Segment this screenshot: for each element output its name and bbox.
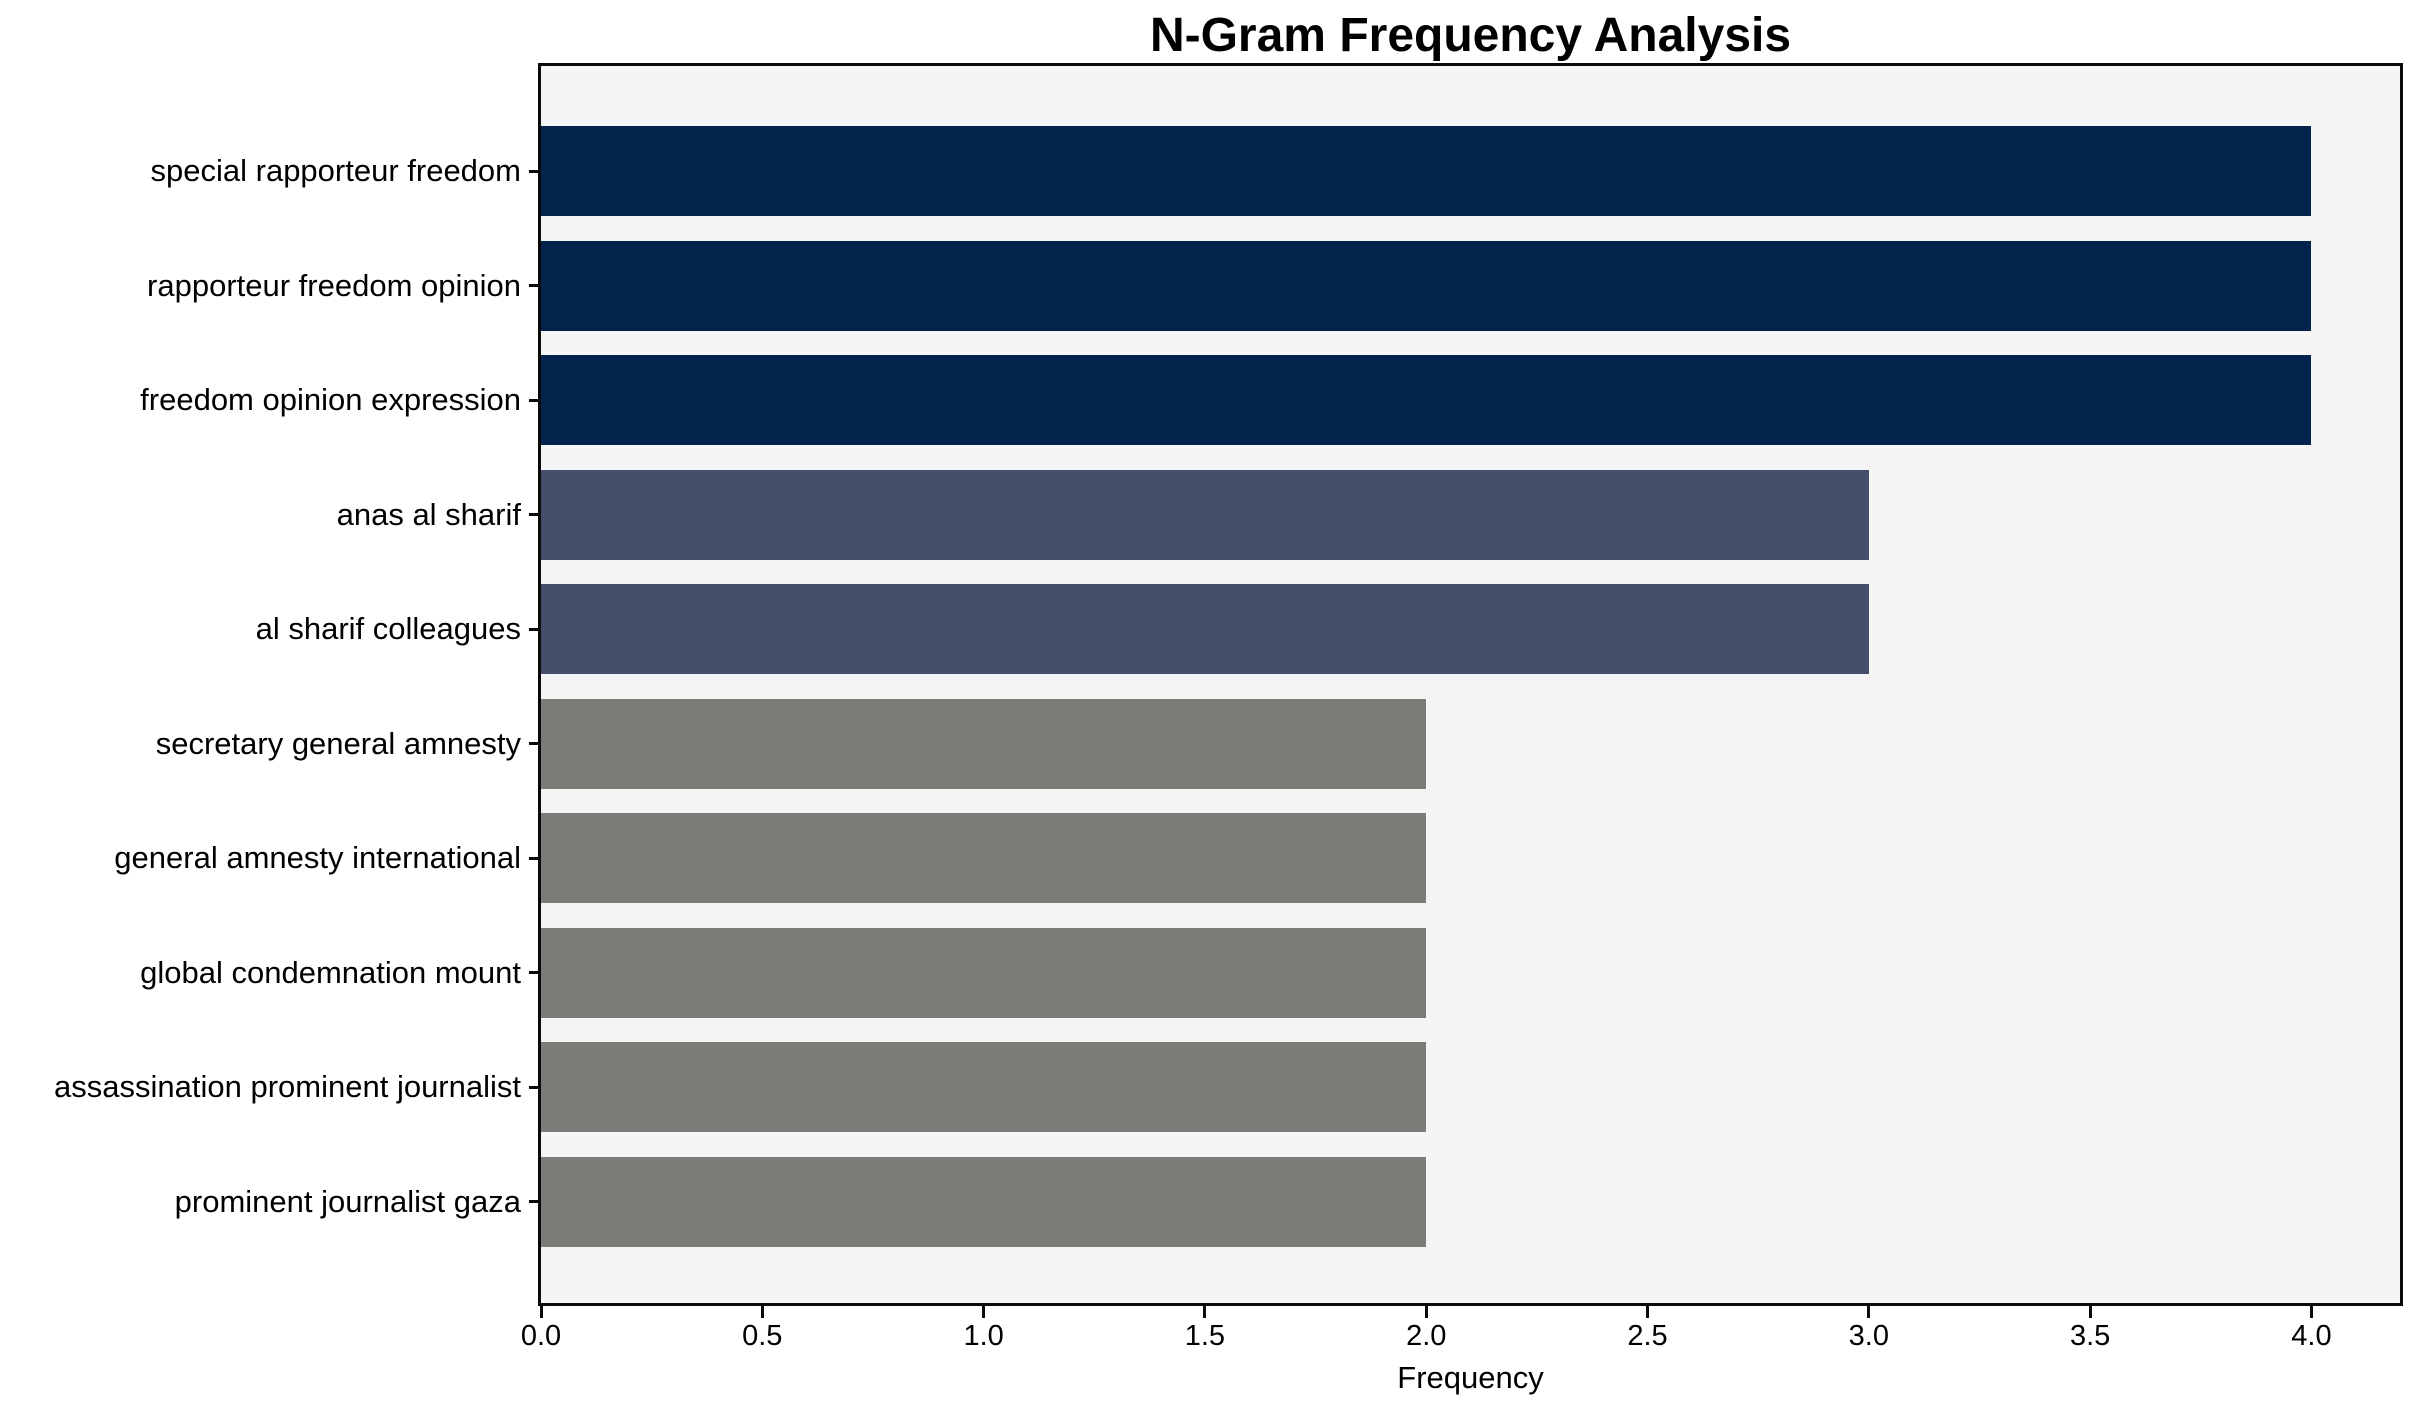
x-tick-mark	[982, 1306, 986, 1318]
x-tick-mark	[1424, 1306, 1428, 1318]
y-tick-label: secretary general amnesty	[155, 725, 521, 761]
x-tick-label: 0.5	[742, 1320, 783, 1352]
x-tick-label: 1.5	[1184, 1320, 1226, 1352]
x-tick-mark	[1867, 1306, 1871, 1318]
y-tick-label: general amnesty international	[114, 840, 521, 876]
y-tick-mark	[529, 971, 541, 975]
y-tick-label: al sharif colleagues	[255, 611, 521, 647]
bar-freedom-opinion-expression	[541, 355, 2312, 446]
y-tick-mark	[529, 1085, 541, 1089]
chart-title: N-Gram Frequency Analysis	[1149, 9, 1792, 62]
y-tick-mark	[529, 513, 541, 517]
y-tick-label: global condemnation mount	[140, 954, 521, 990]
plot-area	[538, 63, 2403, 1306]
bar-general-amnesty-international	[541, 813, 1427, 904]
bar-prominent-journalist-gaza	[541, 1156, 1427, 1247]
y-tick-label: rapporteur freedom opinion	[147, 267, 521, 303]
bar-secretary-general-amnesty	[541, 698, 1427, 789]
x-tick-label: 2.0	[1406, 1320, 1447, 1352]
x-tick-mark	[760, 1306, 764, 1318]
x-tick-mark	[539, 1306, 543, 1318]
x-tick-label: 2.5	[1627, 1320, 1668, 1352]
y-tick-label: anas al sharif	[336, 496, 521, 532]
y-tick-mark	[529, 169, 541, 173]
y-tick-label: prominent journalist gaza	[174, 1183, 521, 1219]
bar-al-sharif-colleagues	[541, 584, 1869, 675]
y-tick-mark	[529, 284, 541, 288]
bar-anas-al-sharif	[541, 469, 1869, 560]
y-tick-label: freedom opinion expression	[140, 382, 521, 418]
x-tick-label: 4.0	[2291, 1320, 2332, 1352]
bar-assassination-prominent-journalist	[541, 1042, 1427, 1133]
x-tick-mark	[2309, 1306, 2313, 1318]
y-tick-mark	[529, 627, 541, 631]
x-tick-label: 1.0	[963, 1320, 1004, 1352]
y-tick-mark	[529, 742, 541, 746]
x-tick-label: 3.0	[1848, 1320, 1889, 1352]
x-tick-label: 3.5	[2069, 1320, 2111, 1352]
bar-special-rapporteur-freedom	[541, 126, 2312, 217]
y-tick-label: assassination prominent journalist	[54, 1069, 521, 1105]
y-tick-mark	[529, 398, 541, 402]
x-tick-label: 0.0	[520, 1320, 562, 1352]
y-tick-mark	[529, 1200, 541, 1204]
bar-global-condemnation-mount	[541, 927, 1427, 1018]
bar-rapporteur-freedom-opinion	[541, 240, 2312, 331]
y-tick-mark	[529, 856, 541, 860]
x-tick-mark	[2088, 1306, 2092, 1318]
x-tick-mark	[1646, 1306, 1650, 1318]
x-axis-label: Frequency	[1397, 1360, 1544, 1395]
x-tick-mark	[1203, 1306, 1207, 1318]
y-tick-label: special rapporteur freedom	[150, 153, 521, 189]
